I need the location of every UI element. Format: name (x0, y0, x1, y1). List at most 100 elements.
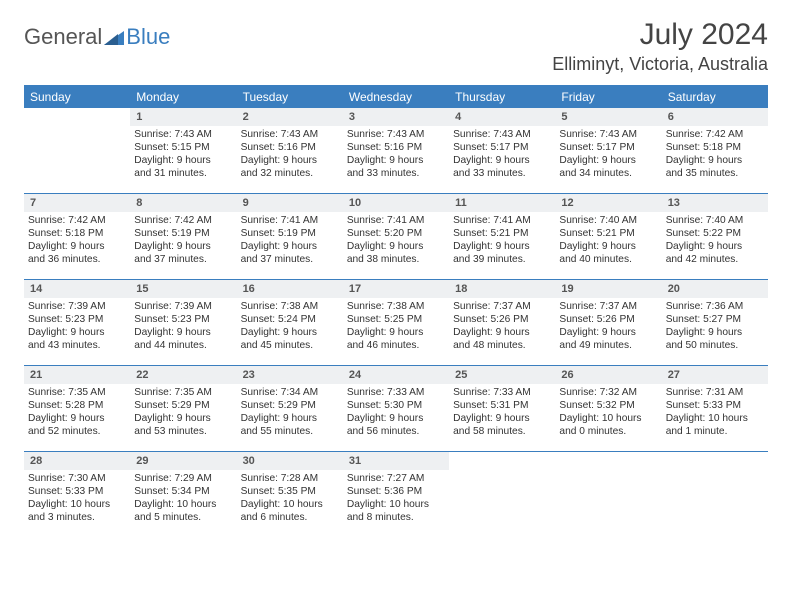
day-detail-line: Sunset: 5:17 PM (453, 141, 551, 154)
calendar-body: 1Sunrise: 7:43 AMSunset: 5:15 PMDaylight… (24, 108, 768, 538)
day-detail-line: and 8 minutes. (347, 511, 445, 524)
day-detail-line: Sunrise: 7:41 AM (347, 214, 445, 227)
day-detail-line: and 33 minutes. (453, 167, 551, 180)
day-detail-line: Sunset: 5:19 PM (134, 227, 232, 240)
day-detail-line: Sunset: 5:28 PM (28, 399, 126, 412)
calendar-day-cell (555, 452, 661, 538)
day-number: 18 (449, 280, 555, 298)
day-detail-line: Sunset: 5:18 PM (666, 141, 764, 154)
calendar-day-cell: 8Sunrise: 7:42 AMSunset: 5:19 PMDaylight… (130, 194, 236, 280)
day-detail-line: and 36 minutes. (28, 253, 126, 266)
triangle-icon (104, 25, 124, 51)
day-detail-line: and 0 minutes. (559, 425, 657, 438)
day-number: 23 (237, 366, 343, 384)
calendar-day-cell: 7Sunrise: 7:42 AMSunset: 5:18 PMDaylight… (24, 194, 130, 280)
day-detail-line: Daylight: 9 hours (559, 154, 657, 167)
day-number: 8 (130, 194, 236, 212)
day-detail-line: Sunrise: 7:33 AM (347, 386, 445, 399)
day-number: 7 (24, 194, 130, 212)
day-number: 11 (449, 194, 555, 212)
day-detail-line: and 56 minutes. (347, 425, 445, 438)
day-detail-line: and 33 minutes. (347, 167, 445, 180)
day-number: 24 (343, 366, 449, 384)
day-detail-line: Sunset: 5:16 PM (347, 141, 445, 154)
day-detail-line: Sunrise: 7:43 AM (241, 128, 339, 141)
calendar-day-cell: 31Sunrise: 7:27 AMSunset: 5:36 PMDayligh… (343, 452, 449, 538)
calendar-table: SundayMondayTuesdayWednesdayThursdayFrid… (24, 85, 768, 538)
day-number: 15 (130, 280, 236, 298)
day-number: 2 (237, 108, 343, 126)
day-detail-line: Sunrise: 7:41 AM (453, 214, 551, 227)
day-number: 28 (24, 452, 130, 470)
day-detail-line: Sunset: 5:23 PM (134, 313, 232, 326)
day-detail-line: Daylight: 9 hours (347, 326, 445, 339)
day-detail-line: Daylight: 9 hours (28, 240, 126, 253)
weekday-header: Tuesday (237, 86, 343, 108)
day-number: 14 (24, 280, 130, 298)
weekday-header: Thursday (449, 86, 555, 108)
day-detail-line: Sunset: 5:32 PM (559, 399, 657, 412)
day-detail-line: Daylight: 10 hours (28, 498, 126, 511)
logo: General Blue (24, 24, 170, 50)
day-detail-line: and 38 minutes. (347, 253, 445, 266)
calendar-day-cell: 9Sunrise: 7:41 AMSunset: 5:19 PMDaylight… (237, 194, 343, 280)
logo-text-general: General (24, 24, 102, 50)
day-number: 26 (555, 366, 661, 384)
calendar-day-cell: 20Sunrise: 7:36 AMSunset: 5:27 PMDayligh… (662, 280, 768, 366)
calendar-day-cell: 4Sunrise: 7:43 AMSunset: 5:17 PMDaylight… (449, 108, 555, 194)
calendar-day-cell: 13Sunrise: 7:40 AMSunset: 5:22 PMDayligh… (662, 194, 768, 280)
calendar-day-cell: 24Sunrise: 7:33 AMSunset: 5:30 PMDayligh… (343, 366, 449, 452)
day-detail-line: Sunrise: 7:42 AM (134, 214, 232, 227)
day-detail-line: Sunset: 5:16 PM (241, 141, 339, 154)
calendar-day-cell (24, 108, 130, 194)
day-detail-line: Sunset: 5:35 PM (241, 485, 339, 498)
day-detail-line: Sunset: 5:36 PM (347, 485, 445, 498)
day-detail-line: Sunrise: 7:37 AM (559, 300, 657, 313)
calendar-day-cell: 16Sunrise: 7:38 AMSunset: 5:24 PMDayligh… (237, 280, 343, 366)
day-detail-line: and 42 minutes. (666, 253, 764, 266)
day-detail-line: and 46 minutes. (347, 339, 445, 352)
day-number: 30 (237, 452, 343, 470)
month-title: July 2024 (552, 18, 768, 52)
day-detail-line: Sunset: 5:33 PM (28, 485, 126, 498)
day-detail-line: and 39 minutes. (453, 253, 551, 266)
day-detail-line: Sunset: 5:29 PM (241, 399, 339, 412)
day-detail-line: Daylight: 9 hours (453, 412, 551, 425)
day-detail-line: and 35 minutes. (666, 167, 764, 180)
day-detail-line: Sunset: 5:19 PM (241, 227, 339, 240)
weekday-header: Sunday (24, 86, 130, 108)
day-detail-line: Sunset: 5:26 PM (453, 313, 551, 326)
day-detail-line: Sunset: 5:24 PM (241, 313, 339, 326)
day-number: 17 (343, 280, 449, 298)
calendar-day-cell: 28Sunrise: 7:30 AMSunset: 5:33 PMDayligh… (24, 452, 130, 538)
day-detail-line: Sunrise: 7:29 AM (134, 472, 232, 485)
weekday-header: Monday (130, 86, 236, 108)
day-detail-line: Sunrise: 7:41 AM (241, 214, 339, 227)
calendar-page: General Blue July 2024 Elliminyt, Victor… (0, 0, 792, 538)
day-detail-line: Daylight: 9 hours (347, 412, 445, 425)
day-detail-line: and 55 minutes. (241, 425, 339, 438)
calendar-day-cell (449, 452, 555, 538)
calendar-day-cell: 17Sunrise: 7:38 AMSunset: 5:25 PMDayligh… (343, 280, 449, 366)
day-detail-line: and 45 minutes. (241, 339, 339, 352)
day-detail-line: Daylight: 9 hours (28, 326, 126, 339)
calendar-day-cell: 2Sunrise: 7:43 AMSunset: 5:16 PMDaylight… (237, 108, 343, 194)
day-detail-line: Sunset: 5:33 PM (666, 399, 764, 412)
calendar-day-cell: 12Sunrise: 7:40 AMSunset: 5:21 PMDayligh… (555, 194, 661, 280)
day-number: 1 (130, 108, 236, 126)
day-detail-line: Sunset: 5:34 PM (134, 485, 232, 498)
day-number: 25 (449, 366, 555, 384)
day-number: 29 (130, 452, 236, 470)
calendar-week-row: 21Sunrise: 7:35 AMSunset: 5:28 PMDayligh… (24, 366, 768, 452)
calendar-day-cell: 23Sunrise: 7:34 AMSunset: 5:29 PMDayligh… (237, 366, 343, 452)
day-number: 12 (555, 194, 661, 212)
day-detail-line: Sunrise: 7:31 AM (666, 386, 764, 399)
calendar-day-cell: 27Sunrise: 7:31 AMSunset: 5:33 PMDayligh… (662, 366, 768, 452)
day-detail-line: and 5 minutes. (134, 511, 232, 524)
day-detail-line: Sunrise: 7:40 AM (559, 214, 657, 227)
calendar-day-cell: 19Sunrise: 7:37 AMSunset: 5:26 PMDayligh… (555, 280, 661, 366)
calendar-day-cell: 10Sunrise: 7:41 AMSunset: 5:20 PMDayligh… (343, 194, 449, 280)
calendar-day-cell: 11Sunrise: 7:41 AMSunset: 5:21 PMDayligh… (449, 194, 555, 280)
day-detail-line: Sunrise: 7:43 AM (559, 128, 657, 141)
day-number: 22 (130, 366, 236, 384)
